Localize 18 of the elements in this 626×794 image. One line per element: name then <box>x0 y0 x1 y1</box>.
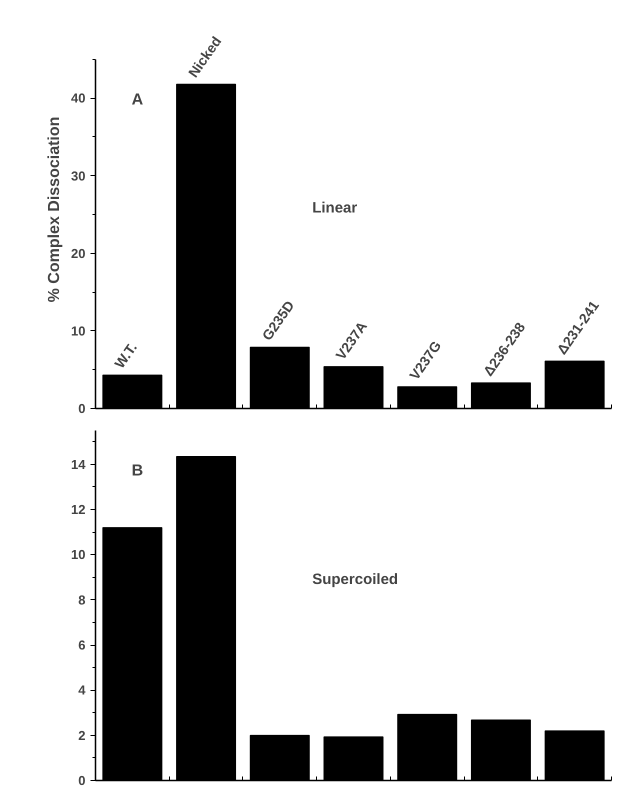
annotation: B <box>132 462 144 480</box>
y-tick-label: 8 <box>78 592 86 608</box>
y-tick-label: 10 <box>71 323 86 338</box>
y-tick-label: 2 <box>78 728 86 743</box>
y-tick-label: 6 <box>78 638 86 653</box>
y-tick-label: 4 <box>78 682 86 698</box>
annotation: A <box>132 91 144 108</box>
annotation: Supercoiled <box>312 571 398 588</box>
y-tick-label: 10 <box>71 547 86 562</box>
y-tick-label: 30 <box>71 168 86 184</box>
y-tick-label: 0 <box>78 773 86 788</box>
y-tick-label: 12 <box>71 502 86 518</box>
y-tick-label: 14 <box>71 456 86 472</box>
y-tick-label: 20 <box>71 246 86 261</box>
y-tick-label: 40 <box>71 90 86 106</box>
y-tick-label: 0 <box>78 401 86 416</box>
annotation: Linear <box>312 199 358 216</box>
y-axis-title: % Complex Dissociation <box>46 116 64 302</box>
